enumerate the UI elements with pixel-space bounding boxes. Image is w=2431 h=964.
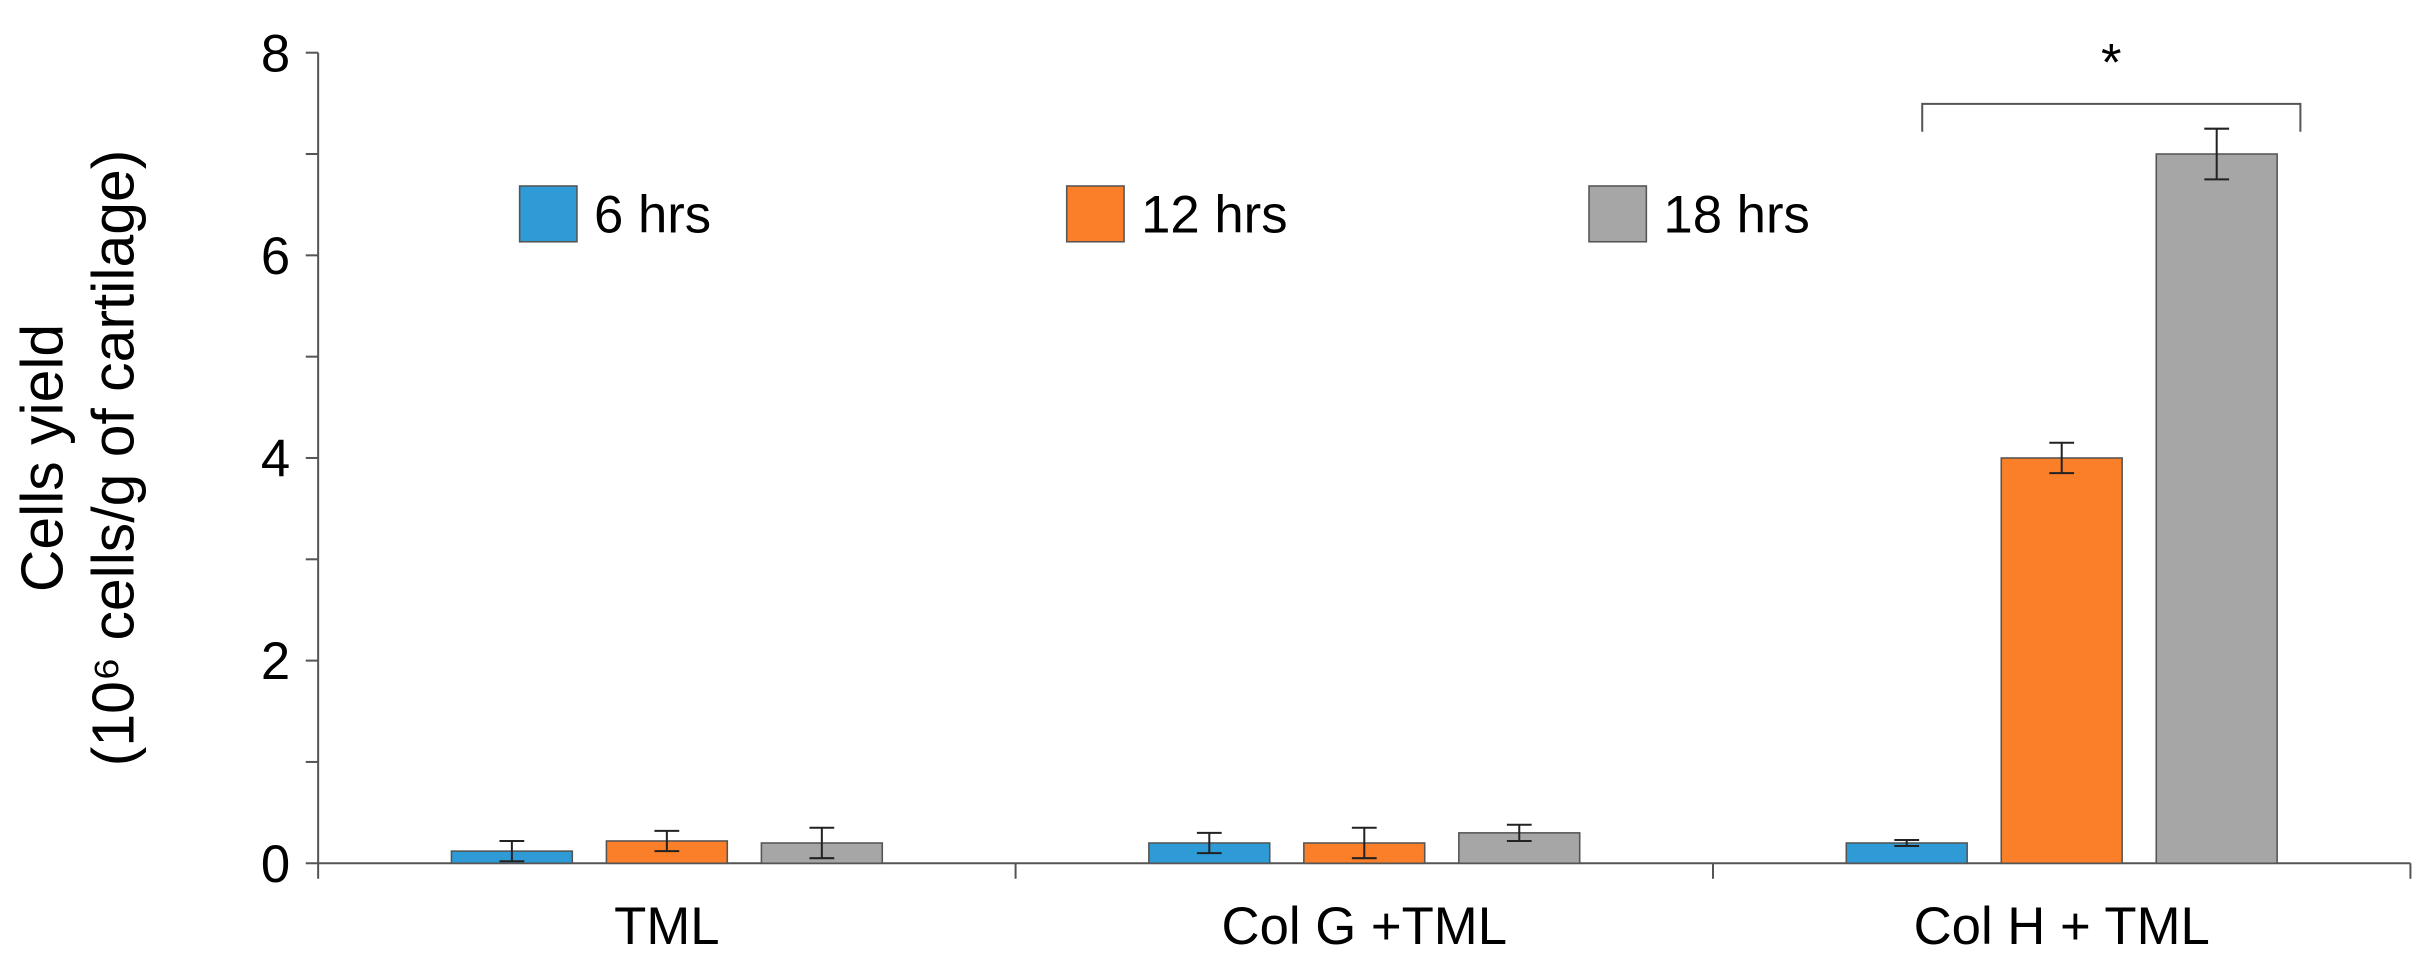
error-bar [2049,441,2075,475]
y-axis-label: (10⁶ cells/g of cartilage) [82,150,147,767]
x-tick-label: Col H + TML [1914,897,2210,956]
legend-label: 6 hrs [594,185,711,244]
error-bar [1506,823,1532,842]
legend-label: 12 hrs [1141,185,1287,244]
x-tick-label: TML [614,897,719,956]
error-bar [1351,826,1377,860]
error-bar [809,826,835,860]
bar [2155,153,2278,865]
significance-label: * [2101,34,2122,93]
legend-swatch [1065,185,1125,243]
y-tick-label: 0 [261,835,290,894]
x-tick-label: Col G +TML [1222,897,1507,956]
y-tick-label: 2 [261,632,290,691]
legend-swatch [1588,185,1648,243]
y-tick-label: 4 [261,430,290,489]
error-bar [499,839,525,863]
error-bar [2204,127,2230,181]
error-bar [1894,838,1920,848]
error-bar [654,829,680,853]
legend-label: 18 hrs [1663,185,1809,244]
y-tick-label: 8 [261,24,290,83]
y-axis-label: Cells yield [10,324,75,592]
y-tick-label: 6 [261,227,290,286]
significance-bracket [1921,102,2302,132]
error-bar [1196,831,1222,855]
bar [2000,457,2123,865]
legend-swatch [518,185,578,243]
